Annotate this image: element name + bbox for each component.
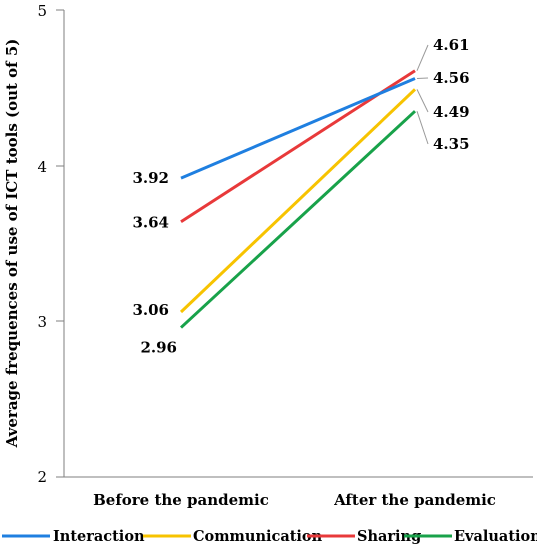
legend-label-evaluation: Evaluation bbox=[454, 528, 537, 545]
y-tick-label: 4 bbox=[37, 158, 47, 176]
data-label-evaluation-after: 4.35 bbox=[433, 135, 470, 153]
data-label-sharing-before: 3.64 bbox=[132, 214, 169, 232]
y-axis-title: Average frequences of use of ICT tools (… bbox=[3, 39, 21, 449]
series-line-evaluation bbox=[179, 110, 417, 329]
legend-label-sharing: Sharing bbox=[357, 528, 421, 545]
y-tick-label: 3 bbox=[37, 313, 47, 331]
data-label-evaluation-before: 2.96 bbox=[140, 339, 177, 357]
data-label-interaction-after: 4.56 bbox=[433, 69, 470, 87]
leader-line-sharing bbox=[416, 44, 429, 71]
data-label-communication-after: 4.49 bbox=[433, 103, 470, 121]
y-ticks: 2 3 4 5 bbox=[37, 2, 64, 486]
legend-label-communication: Communication bbox=[193, 528, 323, 545]
x-tick-label: Before the pandemic bbox=[93, 491, 269, 509]
series-layer bbox=[179, 69, 417, 329]
y-tick-label: 2 bbox=[37, 468, 47, 486]
x-tick-label: After the pandemic bbox=[333, 491, 496, 509]
legend: Interaction Communication Sharing Evalua… bbox=[2, 528, 537, 545]
series-line-communication bbox=[179, 88, 417, 314]
legend-label-interaction: Interaction bbox=[53, 528, 145, 545]
data-label-layer: 3.92 4.56 3.06 4.49 3.64 4.61 2.96 4.35 bbox=[132, 36, 469, 357]
y-tick-label: 5 bbox=[37, 2, 47, 20]
data-label-communication-before: 3.06 bbox=[132, 301, 169, 319]
data-label-sharing-after: 4.61 bbox=[433, 36, 470, 54]
leader-line-communication bbox=[416, 89, 429, 113]
leader-line-evaluation bbox=[416, 111, 429, 145]
data-label-interaction-before: 3.92 bbox=[132, 169, 169, 187]
series-line-interaction bbox=[180, 77, 416, 180]
